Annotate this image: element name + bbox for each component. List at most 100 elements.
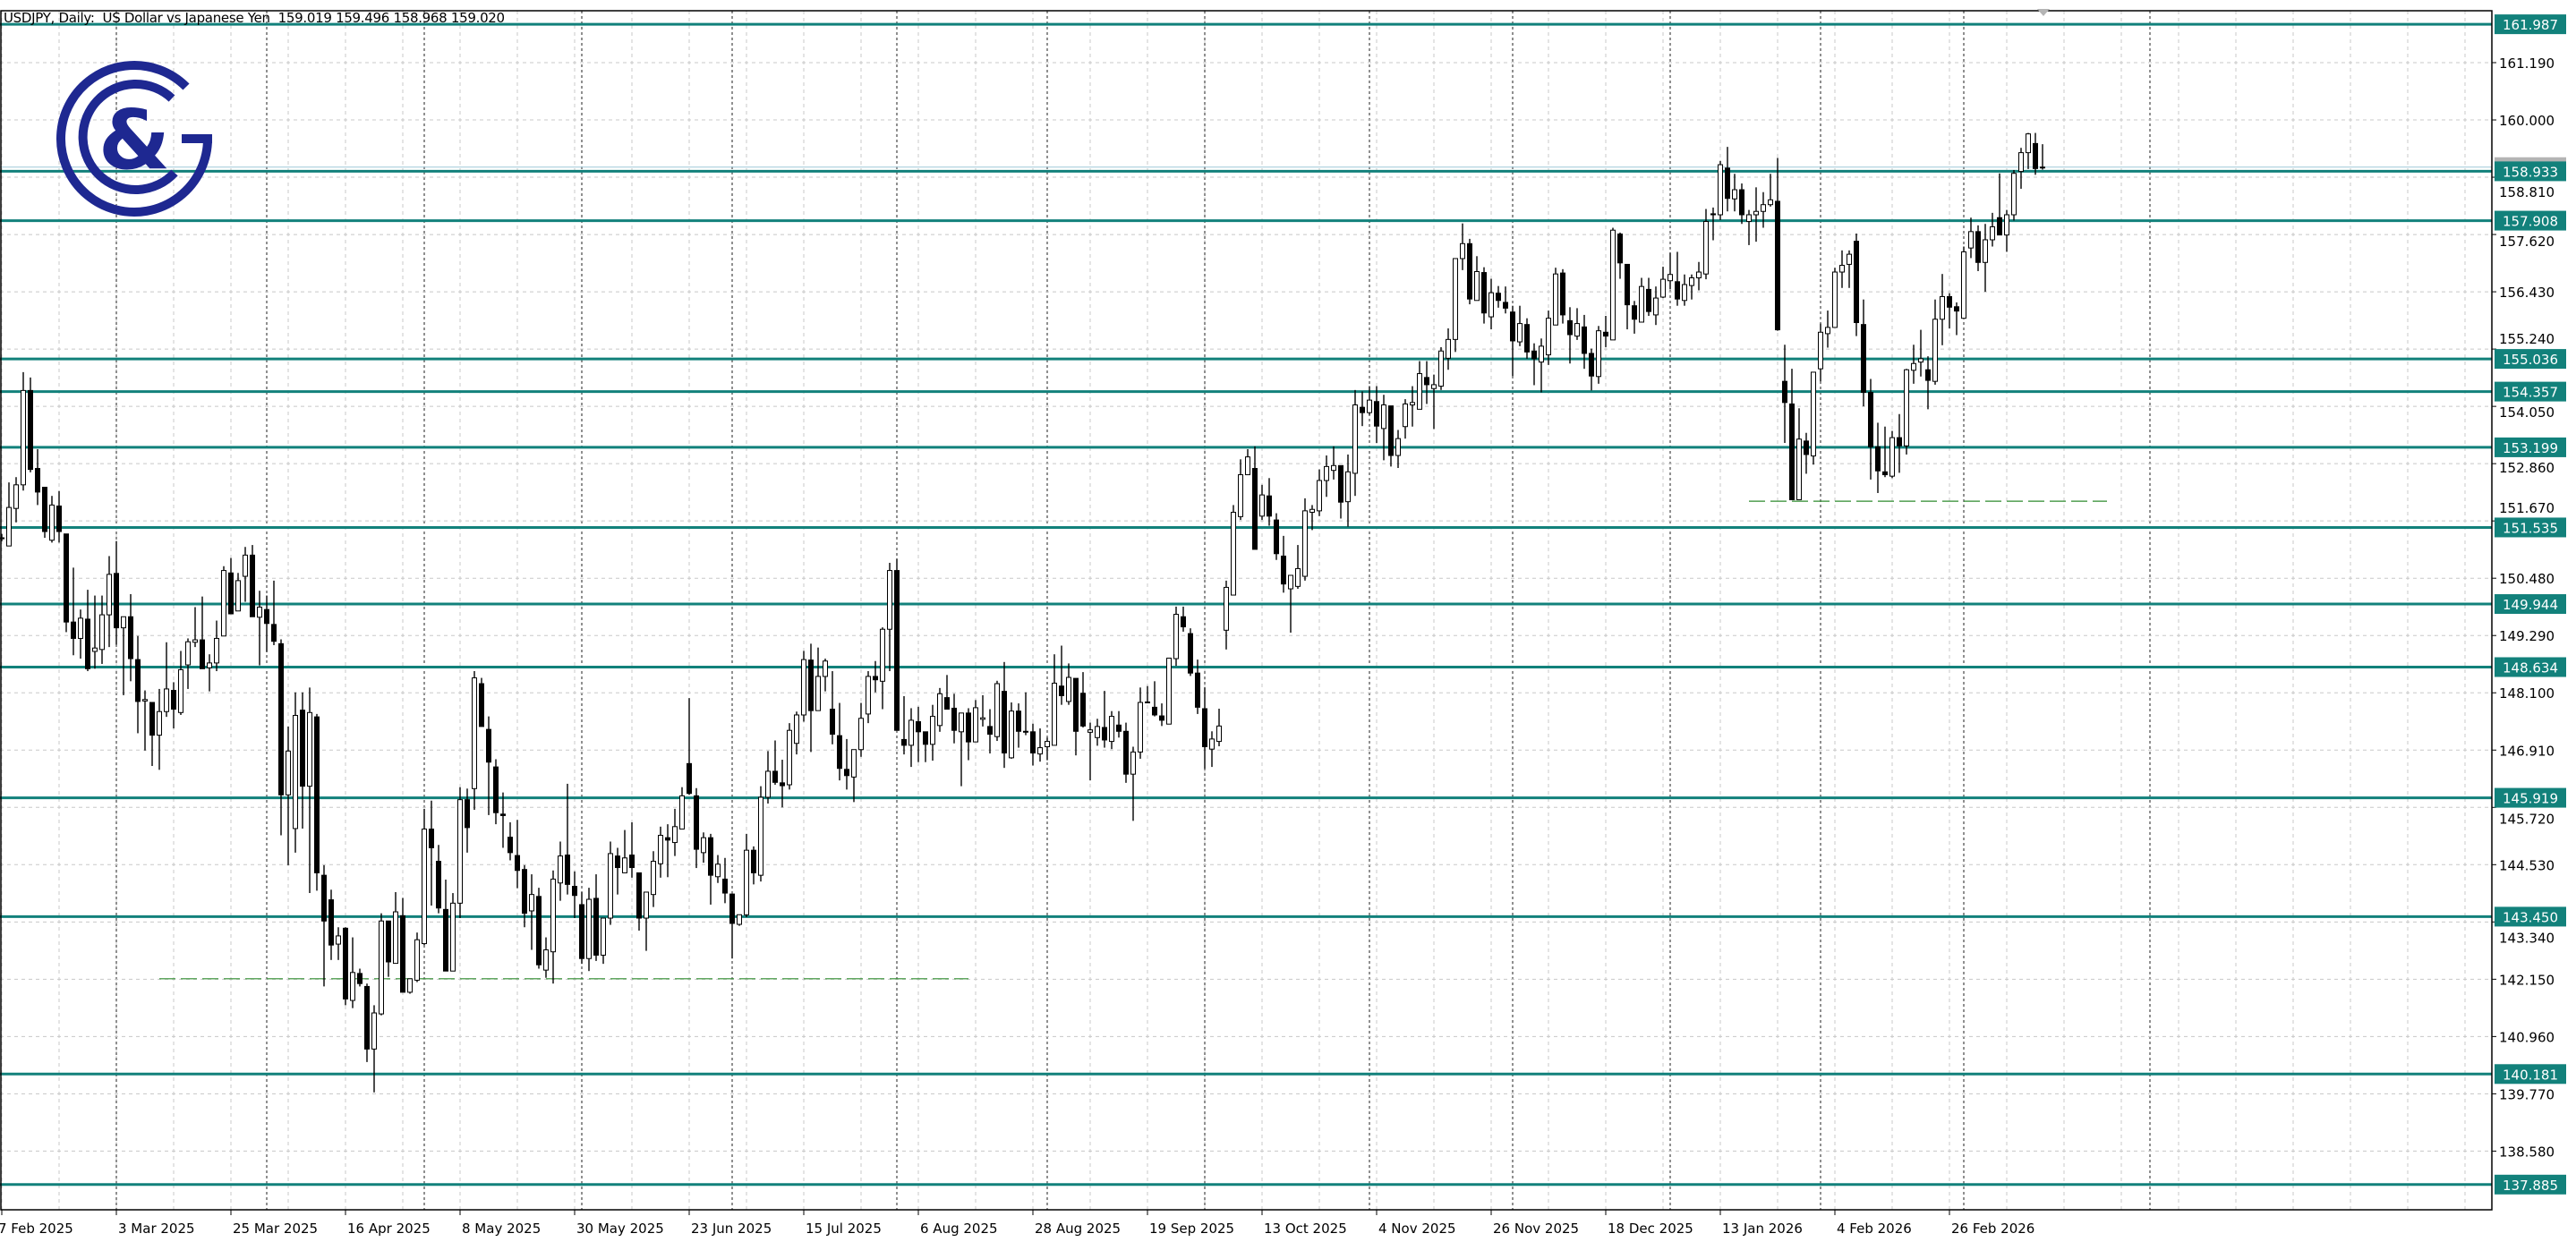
candle [328,889,334,960]
candle [1682,274,1687,306]
y-tick-label: 143.340 [2499,930,2555,946]
candle-body-bear [536,896,542,966]
candle-body-bull [672,826,678,844]
candle [1897,413,1902,473]
candle [593,874,599,961]
candle-body-bull [1431,384,1437,389]
grid [0,11,2492,1210]
candle [1317,469,1322,516]
candle [1410,386,1415,427]
x-tick-label: 23 Jun 2025 [691,1221,772,1237]
candle-body-bear [572,886,577,897]
candle [744,833,749,917]
candle-body-bear [1524,324,1530,353]
candle-body-bull [1696,271,1702,278]
candle [178,651,183,715]
candle [937,687,943,732]
level-label-box [2495,657,2566,677]
y-tick-label: 140.960 [2499,1029,2555,1045]
candle-body-bull [794,714,799,744]
candle-body-bull [1718,164,1723,216]
candles [0,132,2045,1093]
candle [715,855,721,883]
candle-body-bear [729,893,735,924]
x-tick-label: 3 Mar 2025 [118,1221,195,1237]
candle [200,596,205,669]
candle-body-bull [1811,371,1816,457]
candle [1940,274,1945,345]
candle [6,482,12,547]
candle [1231,505,1236,596]
candle-body-bull [1703,221,1709,275]
candle-body-bear [1775,200,1780,331]
y-tick-label: 148.100 [2499,685,2555,702]
candle-body-bull [407,978,413,993]
candle [1517,305,1523,346]
candle-body-bear [1059,685,1064,696]
chart-shift-marker-icon[interactable] [2037,9,2050,16]
horizontal-levels[interactable] [0,22,2492,1187]
candle [1997,173,2002,236]
candle [135,635,141,734]
candle-body-bull [0,537,4,540]
candle-body-bear [64,533,69,623]
candle [1510,305,1515,377]
candle [429,800,434,906]
candle-body-bull [1546,318,1551,356]
candle-body-bull [21,389,26,486]
candle [386,920,391,977]
candle [414,932,420,983]
price-axis[interactable]: 161.190 160.000 158.810 157.620 156.430 155.2… [2492,55,2566,1160]
candle-body-bear [1002,691,1007,753]
candle-body-bull [1446,338,1451,359]
level-label-box [2495,1064,2566,1085]
candle-body-bull [815,676,821,711]
candle [751,846,756,885]
candle-body-bear [1102,727,1107,741]
candle-body-bull [107,574,112,616]
y-tick-label: 139.770 [2499,1086,2555,1102]
candle-body-bear [515,855,520,872]
candle-body-bear [271,624,277,642]
time-axis[interactable]: 7 Feb 2025 3 Mar 2025 25 Mar 2025 16 Apr 20… [0,1210,2034,1237]
candle [314,713,320,891]
candle [1732,174,1737,212]
candle-body-bull [1352,404,1358,474]
candle-body-bear [386,920,391,963]
candle-body-bull [1309,508,1315,513]
candle-body-bear [1804,440,1809,455]
candle [264,595,269,652]
candle-body-bull [1517,323,1523,343]
candle [658,826,663,878]
candle [901,696,907,755]
candle-body-bear [1030,731,1036,753]
candle-body-bull [121,616,126,629]
candle [1560,268,1565,324]
candle-body-bear [1202,708,1207,747]
candle-body-bear [1195,672,1200,708]
candle-body-bull [1768,199,1773,206]
candle [1324,455,1329,498]
candle [1639,277,1644,323]
candle-body-bull [1009,710,1014,759]
candle-body-bear [1116,724,1122,732]
candle-body-bear [1496,293,1501,302]
x-tick-label: 8 May 2025 [462,1221,541,1237]
candle-body-bull [1689,276,1694,286]
level-label: 140.181 [2503,1067,2558,1083]
level-label: 157.908 [2503,214,2558,230]
candle [558,841,563,901]
candle-body-bull [286,750,291,795]
candle-body-bear [1424,377,1429,386]
candle-body-bull [679,795,685,829]
candle [1675,251,1680,306]
y-tick-label: 146.910 [2499,743,2555,759]
candle [1403,399,1408,439]
chart-frame [0,10,2493,1211]
candle [601,917,606,965]
candle-body-bear [894,570,900,731]
candle-body-bull [1173,614,1179,659]
candle [651,851,656,907]
level-label: 154.357 [2503,385,2558,401]
